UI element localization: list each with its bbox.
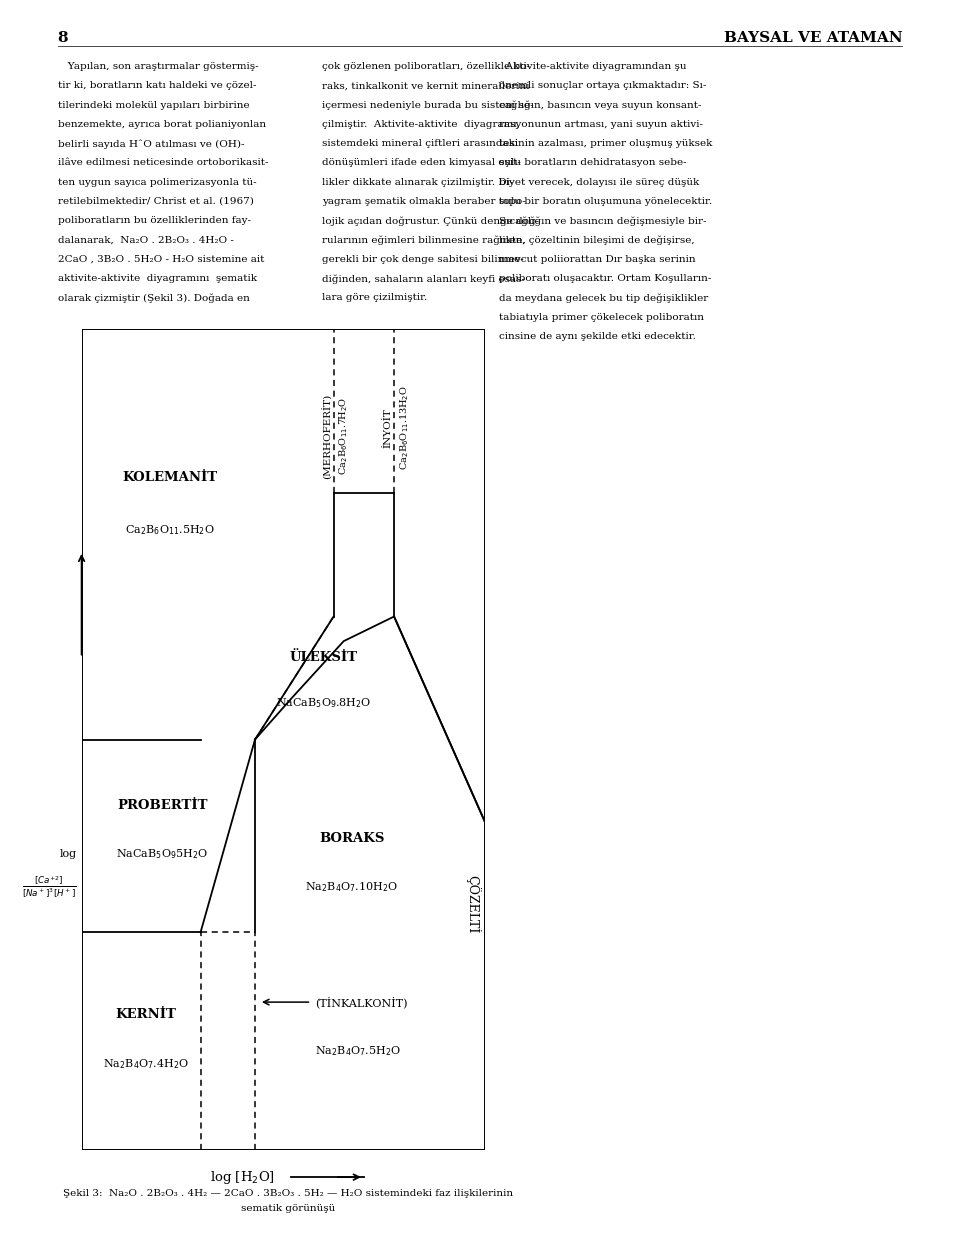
Text: çilmiştir.  Aktivite-aktivite  diyagramı,: çilmiştir. Aktivite-aktivite diyagramı, [322,121,519,129]
Text: Na$_2$B$_4$O$_7$.10H$_2$O: Na$_2$B$_4$O$_7$.10H$_2$O [305,880,398,894]
Text: Aktivite-aktivite diyagramından şu: Aktivite-aktivite diyagramından şu [499,62,686,71]
Text: likler dikkate alınarak çizilmiştir. Di-: likler dikkate alınarak çizilmiştir. Di- [322,178,513,186]
Text: diğinden, sahaların alanları keyfi esas-: diğinden, sahaların alanları keyfi esas- [322,275,524,283]
Text: (TİNKALKONİT): (TİNKALKONİT) [316,996,408,1008]
Text: yagram şematik olmakla beraber topo-: yagram şematik olmakla beraber topo- [322,198,525,206]
Text: sulu boratların dehidratasyon sebe-: sulu boratların dehidratasyon sebe- [499,159,686,168]
Text: İNYOİT: İNYOİT [384,408,393,447]
Text: belirli sayıda HˆO atılması ve (OH)-: belirli sayıda HˆO atılması ve (OH)- [58,139,244,149]
Text: Ca$_2$B$_6$O$_{11}$.5H$_2$O: Ca$_2$B$_6$O$_{11}$.5H$_2$O [126,523,215,537]
Text: $\frac{[Ca^{+2}]}{[Na^+]^3 [H^+]}$: $\frac{[Ca^{+2}]}{[Na^+]^3 [H^+]}$ [22,875,77,900]
Text: (MERHOFERİT): (MERHOFERİT) [323,394,333,479]
Text: tilerindeki molekül yapıları birbirine: tilerindeki molekül yapıları birbirine [58,101,250,109]
Text: likte, çözeltinin bileşimi de değişirse,: likte, çözeltinin bileşimi de değişirse, [499,236,695,245]
Text: dalanarak,  Na₂O . 2B₂O₃ . 4H₂O -: dalanarak, Na₂O . 2B₂O₃ . 4H₂O - [58,236,233,245]
Text: olarak çizmiştir (Şekil 3). Doğada en: olarak çizmiştir (Şekil 3). Doğada en [58,293,250,303]
Text: Ca$_2$B$_6$O$_{11}$.7H$_2$O: Ca$_2$B$_6$O$_{11}$.7H$_2$O [337,397,350,475]
Text: Yapılan, son araştırmalar göstermiş-: Yapılan, son araştırmalar göstermiş- [58,62,258,71]
Text: Sıcağlığın ve basıncın değişmesiyle bir-: Sıcağlığın ve basıncın değişmesiyle bir- [499,216,707,226]
Text: da meydana gelecek bu tip değişiklikler: da meydana gelecek bu tip değişiklikler [499,293,708,303]
Text: 8: 8 [58,31,68,45]
Text: içermesi nedeniyle burada bu sistem se-: içermesi nedeniyle burada bu sistem se- [322,101,533,109]
Text: önemli sonuçlar ortaya çıkmaktadır: Sı-: önemli sonuçlar ortaya çıkmaktadır: Sı- [499,82,707,91]
Text: benzemekte, ayrıca borat polianiyonlan: benzemekte, ayrıca borat polianiyonlan [58,121,266,129]
Text: ilâve edilmesi neticesinde ortoborikasit-: ilâve edilmesi neticesinde ortoborikasit… [58,159,268,168]
Text: retilebilmektedir/ Christ et al. (1967): retilebilmektedir/ Christ et al. (1967) [58,198,253,206]
Text: Na$_2$B$_4$O$_7$.5H$_2$O: Na$_2$B$_4$O$_7$.5H$_2$O [316,1044,401,1058]
Text: KERNİT: KERNİT [115,1008,177,1021]
Text: sistemdeki mineral çiftleri arasındaki: sistemdeki mineral çiftleri arasındaki [322,139,517,148]
Text: log [H$_2$O]: log [H$_2$O] [210,1168,276,1186]
Text: tabiatıyla primer çökelecek poliboratın: tabiatıyla primer çökelecek poliboratın [499,313,705,322]
Text: gerekli bir çok denge sabitesi bilinme-: gerekli bir çok denge sabitesi bilinme- [322,255,523,264]
Text: tir ki, boratların katı haldeki ve çözel-: tir ki, boratların katı haldeki ve çözel… [58,82,256,91]
Text: NaCaB$_5$O$_9$.8H$_2$O: NaCaB$_5$O$_9$.8H$_2$O [276,696,372,710]
Text: raks, tinkalkonit ve kernit minerallerini: raks, tinkalkonit ve kernit minerallerin… [322,82,529,91]
Text: ÜLEKSİT: ÜLEKSİT [290,651,357,664]
Text: mevcut poliiorattan Dır başka serinin: mevcut poliiorattan Dır başka serinin [499,255,696,264]
Text: log: log [60,849,77,859]
Text: BAYSAL VE ATAMAN: BAYSAL VE ATAMAN [724,31,902,45]
Text: PROBERTİT: PROBERTİT [117,799,207,812]
Text: tesinin azalması, primer oluşmuş yüksek: tesinin azalması, primer oluşmuş yüksek [499,139,712,148]
Text: poliboratların bu özelliklerinden fay-: poliboratların bu özelliklerinden fay- [58,216,251,225]
Text: KOLEMANİT: KOLEMANİT [123,471,218,484]
Text: sematik görünüşü: sematik görünüşü [241,1203,335,1213]
Text: biyet verecek, dolayısı ile süreç düşük: biyet verecek, dolayısı ile süreç düşük [499,178,700,186]
Text: lojik açıdan doğrustur. Çünkü denge doğ-: lojik açıdan doğrustur. Çünkü denge doğ- [322,216,539,226]
Text: ten uygun sayıca polimerizasyonla tü-: ten uygun sayıca polimerizasyonla tü- [58,178,256,186]
Text: Ca$_2$B$_6$O$_{11}$.13H$_2$O: Ca$_2$B$_6$O$_{11}$.13H$_2$O [397,385,411,470]
Text: aktivite-aktivite  diyagramını  şematik: aktivite-aktivite diyagramını şematik [58,275,256,283]
Text: Na$_2$B$_4$O$_7$.4H$_2$O: Na$_2$B$_4$O$_7$.4H$_2$O [103,1057,189,1070]
Text: dönüşümleri ifade eden kimyasal eşit-: dönüşümleri ifade eden kimyasal eşit- [322,159,520,168]
Text: sulu bir boratın oluşumuna yönelecektir.: sulu bir boratın oluşumuna yönelecektir. [499,198,712,206]
Text: Şekil 3:  Na₂O . 2B₂O₃ . 4H₂ — 2CaO . 3B₂O₃ . 5H₂ — H₂O sistemindeki faz ilişkil: Şekil 3: Na₂O . 2B₂O₃ . 4H₂ — 2CaO . 3B₂… [63,1188,513,1198]
Text: ÇÖZELTİ: ÇÖZELTİ [466,875,480,932]
Text: NaCaB$_5$O$_9$5H$_2$O: NaCaB$_5$O$_9$5H$_2$O [116,848,208,861]
Text: BORAKS: BORAKS [319,832,384,844]
Text: çok gözlenen poliboratları, özellikle bo-: çok gözlenen poliboratları, özellikle bo… [322,62,530,71]
Text: 2CaO , 3B₂O . 5H₂O - H₂O sistemine ait: 2CaO , 3B₂O . 5H₂O - H₂O sistemine ait [58,255,264,264]
Text: rasyonunun artması, yani suyun aktivi-: rasyonunun artması, yani suyun aktivi- [499,121,703,129]
Text: rularının eğimleri bilinmesine rağmen,: rularının eğimleri bilinmesine rağmen, [322,236,525,245]
Text: cinsine de aynı şekilde etki edecektir.: cinsine de aynı şekilde etki edecektir. [499,332,696,341]
Text: cağlığın, basıncın veya suyun konsant-: cağlığın, basıncın veya suyun konsant- [499,101,702,111]
Text: lara göre çizilmiştir.: lara göre çizilmiştir. [322,293,427,302]
Text: poliboratı oluşacaktır. Ortam Koşulların-: poliboratı oluşacaktır. Ortam Koşulların… [499,275,711,283]
